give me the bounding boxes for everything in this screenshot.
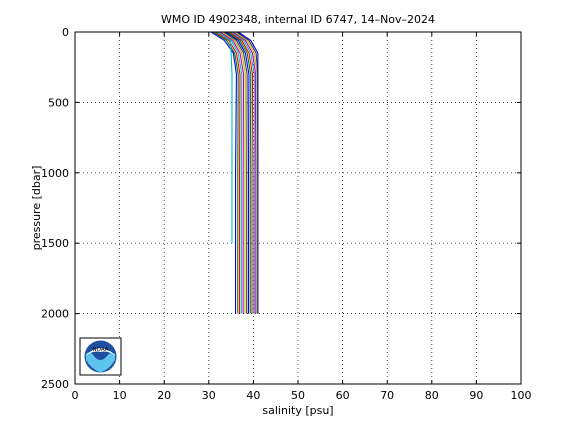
series-line-10 (229, 31, 254, 314)
x-tick-labels: 0 10 20 30 40 50 60 70 80 90 100 (72, 389, 532, 402)
x-tick-label: 40 (246, 389, 260, 402)
series-line-15 (237, 31, 259, 314)
y-axis-label: pressure [dbar] (30, 166, 43, 251)
y-tick-label: 2000 (41, 308, 69, 321)
series-line-5 (219, 31, 245, 314)
ticks (74, 31, 522, 385)
series-line-6 (221, 31, 246, 314)
series-line-1 (210, 31, 237, 314)
y-tick-label: 1000 (41, 167, 69, 180)
series-line-16 (217, 31, 233, 244)
series-line-3 (215, 31, 241, 314)
y-tick-label: 1500 (41, 237, 69, 250)
series-line-9 (227, 31, 252, 314)
x-tick-label: 50 (291, 389, 305, 402)
x-tick-label: 30 (202, 389, 216, 402)
x-tick-label: 0 (72, 389, 79, 402)
noaa-logo: NOAA (79, 337, 122, 376)
x-tick-label: 70 (380, 389, 394, 402)
x-tick-label: 20 (157, 389, 171, 402)
x-tick-label: 90 (469, 389, 483, 402)
series-line-11 (230, 31, 255, 314)
series-line-2 (212, 31, 239, 314)
x-tick-label: 80 (425, 389, 439, 402)
x-tick-label: 100 (511, 389, 532, 402)
series-line-12 (232, 31, 257, 314)
y-tick-labels: 0 500 1000 1500 2000 2500 (41, 26, 69, 391)
y-tick-label: 2500 (41, 378, 69, 391)
x-tick-label: 10 (113, 389, 127, 402)
logo-wave (86, 352, 115, 373)
logo-bird (84, 348, 117, 357)
y-tick-label: 500 (48, 96, 69, 109)
logo-lettering: NOAA (92, 347, 108, 353)
x-tick-label: 60 (336, 389, 350, 402)
series-line-8 (225, 31, 250, 314)
series-line-13 (234, 31, 258, 314)
x-axis-label: salinity [psu] (262, 404, 333, 417)
series-layer (210, 31, 259, 314)
y-tick-label: 0 (62, 26, 69, 39)
series-line-7 (223, 31, 248, 314)
chart-title: WMO ID 4902348, internal ID 6747, 14–Nov… (161, 13, 435, 26)
